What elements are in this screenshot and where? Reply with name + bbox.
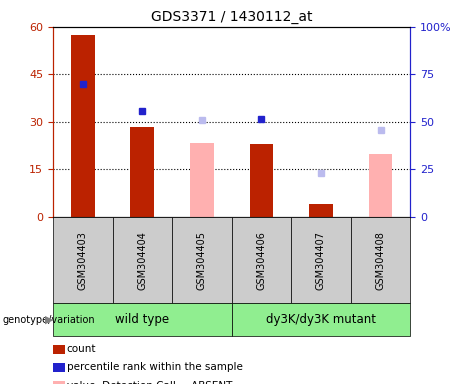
Bar: [249, 144, 273, 217]
Bar: [309, 204, 333, 217]
Bar: [190, 142, 214, 217]
Title: GDS3371 / 1430112_at: GDS3371 / 1430112_at: [151, 10, 313, 25]
Text: GSM304406: GSM304406: [256, 231, 266, 290]
Text: count: count: [67, 344, 96, 354]
Text: GSM304408: GSM304408: [376, 231, 385, 290]
Text: ▶: ▶: [45, 314, 53, 325]
Text: percentile rank within the sample: percentile rank within the sample: [67, 362, 243, 372]
Text: dy3K/dy3K mutant: dy3K/dy3K mutant: [266, 313, 376, 326]
Text: GSM304404: GSM304404: [137, 231, 148, 290]
Text: GSM304403: GSM304403: [78, 231, 88, 290]
Text: GSM304407: GSM304407: [316, 231, 326, 290]
Text: genotype/variation: genotype/variation: [2, 314, 95, 325]
Bar: [71, 35, 95, 217]
Text: GSM304405: GSM304405: [197, 231, 207, 290]
Bar: [369, 154, 392, 217]
Bar: [130, 127, 154, 217]
Text: wild type: wild type: [115, 313, 169, 326]
Text: value, Detection Call = ABSENT: value, Detection Call = ABSENT: [67, 381, 232, 384]
